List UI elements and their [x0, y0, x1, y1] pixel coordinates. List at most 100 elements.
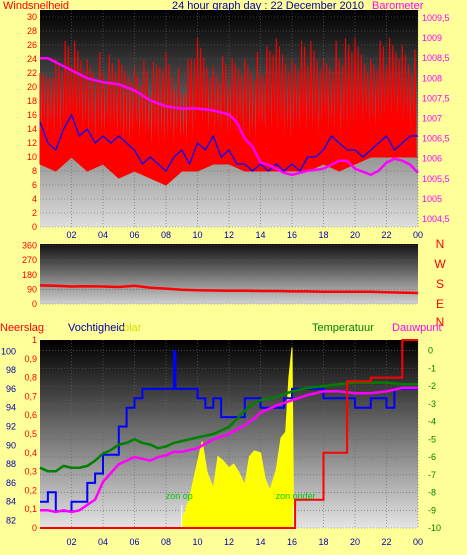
y-ticks-temperature: 0 -1 -2 -3 -4 -5 -6 -7 -8 -9 -10 [428, 346, 441, 533]
x-tick-label: 02 [66, 537, 76, 547]
y-tick-label-direction: 360 [22, 241, 37, 251]
y-tick-label-barometer: 1009 [422, 33, 442, 43]
y-tick-label-wind: 22 [27, 68, 37, 78]
y-tick-label-barometer: 1005,5 [422, 174, 450, 184]
y-tick-label-wind: 16 [27, 110, 37, 120]
humidity-label: Vochtigheid [68, 322, 125, 334]
y-tick-label-direction: 90 [27, 284, 37, 294]
y-tick-label-rain: 1 [32, 335, 37, 345]
y-tick-label-temperature: -2 [428, 381, 436, 391]
y-tick-label-humidity: 82 [6, 515, 16, 525]
y-tick-label-barometer: 1008 [422, 73, 442, 83]
dewpoint-label: Dauwpunt [392, 322, 442, 334]
x-tick-label: 16 [287, 230, 297, 240]
y-tick-label-rain: 0,3 [24, 467, 37, 477]
y-tick-label-rain: 0,2 [24, 485, 37, 495]
y-ticks-rain: 0 0,1 0,2 0,3 0,4 0,5 0,6 0,7 0,8 0,9 1 [24, 335, 37, 533]
gust-avg-line [39, 113, 418, 173]
y-tick-label-wind: 30 [27, 12, 37, 22]
y-tick-label-wind: 12 [27, 138, 37, 148]
temperature-label: Temperatuur [312, 322, 374, 334]
sunset-label: zon onder [276, 491, 316, 501]
x-tick-label: 00 [413, 230, 423, 240]
y-tick-label-wind: 24 [27, 54, 37, 64]
y-tick-label-temperature: -7 [428, 470, 436, 480]
y-ticks-direction: 0 90 180 270 360 [22, 241, 37, 309]
x-tick-label: 00 [413, 537, 423, 547]
y-tick-label-barometer: 1009,5 [422, 13, 450, 23]
y-tick-label-direction: 270 [22, 255, 37, 265]
y-tick-label-rain: 0,9 [24, 354, 37, 364]
x-tick-label: 14 [255, 230, 265, 240]
y-tick-label-wind: 6 [32, 180, 37, 190]
y-tick-label-temperature: -6 [428, 452, 436, 462]
humidity-line [40, 350, 418, 513]
y-tick-label-rain: 0,4 [24, 448, 37, 458]
y-tick-label-humidity: 98 [6, 365, 16, 375]
x-tick-label: 04 [98, 537, 108, 547]
x-tick-label: 08 [161, 537, 171, 547]
rain-label: Neerslag [0, 322, 44, 334]
y-tick-label-humidity: 88 [6, 459, 16, 469]
x-tick-label: 08 [161, 230, 171, 240]
x-tick-label: 16 [287, 537, 297, 547]
x-tick-label: 04 [98, 230, 108, 240]
temperature-line [39, 381, 418, 473]
compass-label: S [436, 277, 444, 291]
y-tick-label-humidity: 86 [6, 478, 16, 488]
y-tick-label-temperature: -8 [428, 488, 436, 498]
wind-speed-band [39, 37, 418, 186]
y-tick-label-direction: 0 [32, 299, 37, 309]
y-tick-label-temperature: -4 [428, 417, 436, 427]
y-tick-label-wind: 14 [27, 124, 37, 134]
y-tick-label-wind: 28 [27, 26, 37, 36]
y-tick-label-barometer: 1005 [422, 194, 442, 204]
y-tick-label-temperature: 0 [428, 346, 433, 356]
rain-line [40, 339, 418, 529]
panel-direction [40, 244, 418, 304]
compass-label: N [436, 315, 445, 329]
y-ticks-barometer: 1004,5 1005 1005,5 1006 1006,5 1007 1007,5 1008… [422, 13, 450, 224]
x-tick-label: 22 [381, 537, 391, 547]
sunrise-label: zon op [166, 491, 193, 501]
y-tick-label-wind: 8 [32, 166, 37, 176]
barometer-line [40, 56, 419, 177]
x-tick-label: 10 [192, 537, 202, 547]
y-tick-label-wind: 20 [27, 82, 37, 92]
compass-label: N [436, 237, 445, 251]
x-tick-label: 20 [350, 230, 360, 240]
x-tick-label: 06 [129, 230, 139, 240]
y-tick-label-humidity: 94 [6, 403, 16, 413]
y-tick-label-rain: 0,1 [24, 504, 37, 514]
chart-title: 24 hour graph day : 22 December 2010 [172, 0, 364, 12]
direction-line [39, 284, 419, 295]
y-tick-label-temperature: -9 [428, 505, 436, 515]
x-tick-label: 10 [192, 230, 202, 240]
y-tick-label-direction: 180 [22, 270, 37, 280]
x-tick-label: 20 [350, 537, 360, 547]
solar-label: olar [123, 322, 142, 334]
x-tick-label: 12 [224, 537, 234, 547]
y-tick-label-barometer: 1006,5 [422, 134, 450, 144]
x-ticks-top: 02 04 06 08 10 12 14 16 18 20 22 00 [66, 230, 423, 240]
compass-label: W [434, 257, 446, 271]
y-tick-label-barometer: 1008,5 [422, 53, 450, 63]
y-tick-label-temperature: -5 [428, 434, 436, 444]
x-tick-label: 02 [66, 230, 76, 240]
y-tick-label-humidity: 92 [6, 421, 16, 431]
x-tick-label: 06 [129, 537, 139, 547]
y-tick-label-humidity: 100 [1, 346, 16, 356]
y-tick-label-humidity: 96 [6, 384, 16, 394]
y-tick-label-wind: 26 [27, 40, 37, 50]
y-tick-label-barometer: 1006 [422, 154, 442, 164]
y-tick-label-humidity: 90 [6, 440, 16, 450]
y-tick-label-rain: 0 [32, 523, 37, 533]
y-tick-label-wind: 4 [32, 194, 37, 204]
y-tick-label-barometer: 1007 [422, 114, 442, 124]
y-tick-label-wind: 18 [27, 96, 37, 106]
y-ticks-humidity: 82 84 86 88 90 92 94 96 98 100 [1, 346, 16, 525]
y-tick-label-rain: 0,6 [24, 410, 37, 420]
barometer-label: Barometer [372, 0, 424, 12]
